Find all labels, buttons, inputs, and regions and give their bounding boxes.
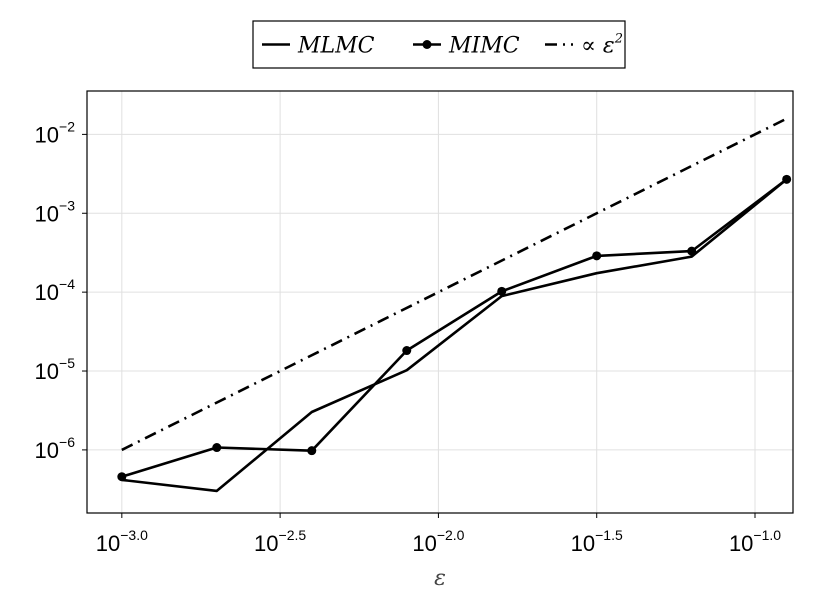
y-tick-base: 10 — [35, 122, 59, 147]
x-axis-label: ε — [434, 566, 446, 591]
legend: MLMC MIMC ∝ ε2 — [252, 20, 626, 69]
y-tick-exponent: −6 — [59, 434, 75, 450]
x-tick-label: 10−1.0 — [729, 527, 781, 556]
legend-label-main: ∝ ε — [581, 34, 615, 59]
x-tick-exponent: −2.5 — [279, 527, 307, 543]
x-tick-exponent: −3.0 — [120, 527, 148, 543]
y-tick-base: 10 — [35, 438, 59, 463]
series-line- — [121, 117, 788, 452]
y-tick-label: 10−5 — [35, 355, 76, 384]
y-tick-exponent: −3 — [59, 197, 75, 213]
grid — [87, 91, 793, 513]
y-tick-exponent: −2 — [59, 118, 75, 134]
y-tick-exponent: −4 — [59, 276, 75, 292]
data-point-mimc — [497, 286, 507, 296]
legend-label: ∝ ε2 — [581, 32, 623, 59]
y-tick-label: 10−4 — [35, 276, 76, 305]
x-tick-base: 10 — [729, 531, 753, 556]
y-tick-base: 10 — [35, 280, 59, 305]
x-tick-exponent: −1.5 — [595, 527, 623, 543]
tick-layer: 10−3.0 10−2.5 10−2.0 10−1.5 10−1.010−210−310… — [35, 118, 782, 556]
y-tick-label: 10−6 — [35, 434, 76, 463]
x-tick-label: 10−3.0 — [96, 527, 148, 556]
legend-marker — [422, 40, 432, 49]
x-tick-label: 10−2.0 — [412, 527, 464, 556]
legend-label: MLMC — [297, 34, 375, 59]
x-tick-exponent: −2.0 — [437, 527, 465, 543]
legend-label: MIMC — [448, 34, 520, 59]
y-tick-label: 10−3 — [35, 197, 76, 226]
y-tick-label: 10−2 — [35, 118, 76, 147]
x-tick-base: 10 — [96, 531, 120, 556]
data-point-mimc — [782, 174, 792, 184]
series-layer — [117, 117, 792, 493]
x-tick-label: 10−1.5 — [571, 527, 623, 556]
data-point-mimc — [592, 251, 602, 261]
x-tick-label: 10−2.5 — [254, 527, 306, 556]
plot-frame — [86, 90, 794, 514]
data-point-mimc — [307, 446, 317, 456]
series-line-mimc — [121, 178, 788, 478]
y-tick-exponent: −5 — [59, 355, 75, 371]
x-tick-base: 10 — [254, 531, 278, 556]
y-tick-base: 10 — [35, 201, 59, 226]
data-point-mimc — [402, 346, 412, 356]
data-point-mimc — [117, 472, 127, 482]
x-tick-base: 10 — [412, 531, 436, 556]
series-line-mlmc — [121, 178, 788, 493]
legend-label-exponent: 2 — [614, 32, 623, 47]
x-tick-exponent: −1.0 — [753, 527, 781, 543]
x-tick-base: 10 — [571, 531, 595, 556]
y-tick-base: 10 — [35, 359, 59, 384]
data-point-mimc — [687, 246, 697, 256]
data-point-mimc — [212, 443, 222, 453]
